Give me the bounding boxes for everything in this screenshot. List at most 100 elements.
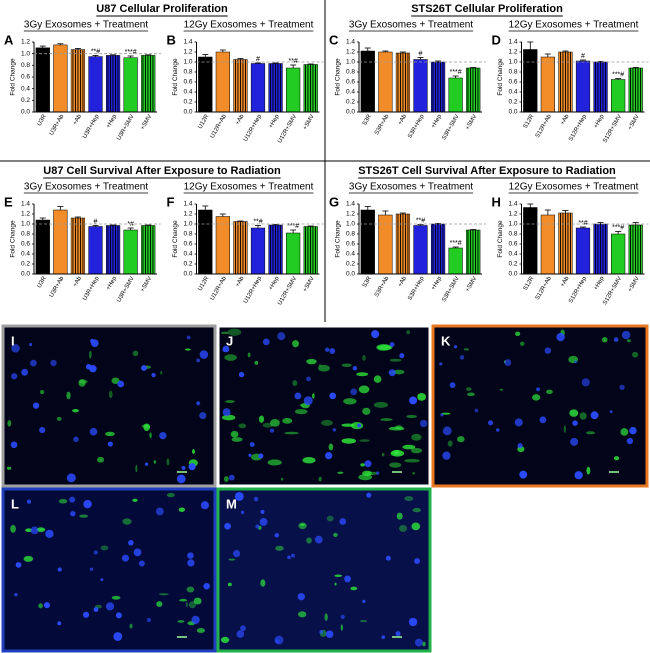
y-tick-label: 1.4 — [346, 201, 355, 208]
cell-green — [220, 331, 229, 335]
nucleus — [332, 427, 337, 432]
y-tick-label: 0.2 — [346, 261, 355, 268]
y-tick-label: 0.6 — [346, 241, 355, 248]
nucleus — [93, 550, 98, 555]
y-tick-label: 1.4 — [183, 39, 192, 46]
bar — [593, 223, 608, 275]
cell-green — [220, 636, 230, 644]
nucleus — [487, 420, 494, 426]
cell-green — [224, 354, 237, 361]
nucleus — [50, 359, 57, 367]
nucleus — [121, 554, 130, 562]
y-tick-label: 0.6 — [346, 79, 355, 86]
cell-green — [292, 340, 299, 348]
cell-green — [159, 593, 169, 596]
y-tick-label: 1.2 — [183, 211, 192, 218]
nucleus — [371, 330, 380, 339]
nucleus — [222, 408, 231, 417]
x-tick-label: +Hep — [106, 275, 119, 291]
nucleus — [241, 510, 245, 514]
x-tick-label: +Hep — [593, 275, 606, 291]
nucleus — [73, 436, 79, 443]
x-tick-label: U12R+Hep — [243, 113, 263, 142]
y-axis-label: Fold Change — [497, 58, 504, 96]
nucleus — [234, 491, 244, 501]
panel-letter: L — [11, 496, 19, 511]
section-title: STS26T Cellular Proliferation — [411, 3, 563, 15]
nucleus — [572, 420, 578, 426]
cell-green — [341, 438, 357, 444]
cell-green — [166, 492, 175, 498]
x-tick-label: S3R+Hep — [407, 113, 426, 139]
nucleus — [203, 582, 210, 590]
bar — [628, 67, 643, 113]
cell-green — [188, 601, 197, 609]
nucleus — [233, 549, 241, 558]
chart-title: 12Gy Exosomes + Treatment — [184, 182, 314, 193]
y-tick-label: 1.0 — [183, 59, 192, 66]
y-tick-label: 1.4 — [508, 201, 517, 208]
panel-letter: D — [492, 32, 501, 47]
nucleus — [100, 578, 104, 582]
cell-green — [356, 372, 369, 377]
nucleus — [613, 337, 619, 342]
nucleus — [339, 518, 347, 525]
y-tick-label: 0.2 — [21, 97, 30, 104]
cell-green — [166, 458, 170, 466]
y-tick-label: 0.4 — [508, 251, 517, 258]
nucleus — [287, 555, 291, 560]
bar — [523, 207, 538, 275]
bar — [250, 63, 266, 113]
nucleus — [128, 540, 134, 546]
cell-green — [441, 412, 451, 415]
y-tick-label: 0.4 — [508, 89, 517, 96]
nucleus — [159, 432, 167, 440]
annotation: **# — [416, 217, 425, 224]
bar — [35, 219, 50, 275]
nucleus — [248, 453, 252, 457]
cell-green — [373, 401, 389, 408]
cell-green — [358, 385, 370, 394]
x-tick-label: +SMV — [627, 114, 640, 131]
bar — [540, 56, 555, 113]
bar — [303, 64, 318, 113]
nucleus — [274, 533, 280, 538]
cell-green — [586, 431, 596, 435]
nucleus — [236, 630, 245, 638]
y-tick-label: 1.0 — [508, 221, 517, 228]
cell-green — [6, 466, 12, 470]
y-tick-label: 1.2 — [346, 49, 355, 56]
nucleus — [255, 524, 260, 529]
y-tick-label: 1.4 — [183, 201, 192, 208]
x-tick-label: +SMV — [302, 276, 315, 293]
cell-green — [267, 459, 282, 466]
y-tick-label: 0.6 — [21, 241, 30, 248]
cell-green — [223, 476, 229, 482]
nucleus — [222, 348, 226, 352]
chart-title: 3Gy Exosomes + Treatment — [24, 182, 148, 193]
nucleus — [329, 348, 336, 354]
nucleus — [474, 408, 479, 413]
x-tick-label: +Ab — [560, 275, 571, 288]
cell-green — [362, 355, 366, 361]
nucleus — [388, 369, 396, 377]
nucleus — [21, 368, 29, 376]
nucleus — [275, 639, 280, 644]
y-tick-label: 0.0 — [508, 271, 517, 278]
x-tick-label: S3R+SMV — [441, 276, 460, 303]
nucleus — [408, 617, 418, 627]
nucleus — [362, 599, 366, 604]
cell-green — [392, 369, 405, 375]
nucleus — [138, 560, 145, 567]
nucleus — [570, 437, 579, 446]
nucleus — [57, 567, 62, 572]
cell-green — [417, 392, 427, 401]
x-tick-label: S12R — [523, 275, 536, 292]
cell-green — [411, 433, 422, 441]
cell-green — [362, 407, 371, 415]
nucleus — [556, 332, 565, 342]
x-tick-label: S3R+Hep — [407, 275, 426, 301]
bar — [575, 227, 591, 275]
nucleus — [32, 402, 40, 409]
nucleus — [399, 353, 405, 359]
